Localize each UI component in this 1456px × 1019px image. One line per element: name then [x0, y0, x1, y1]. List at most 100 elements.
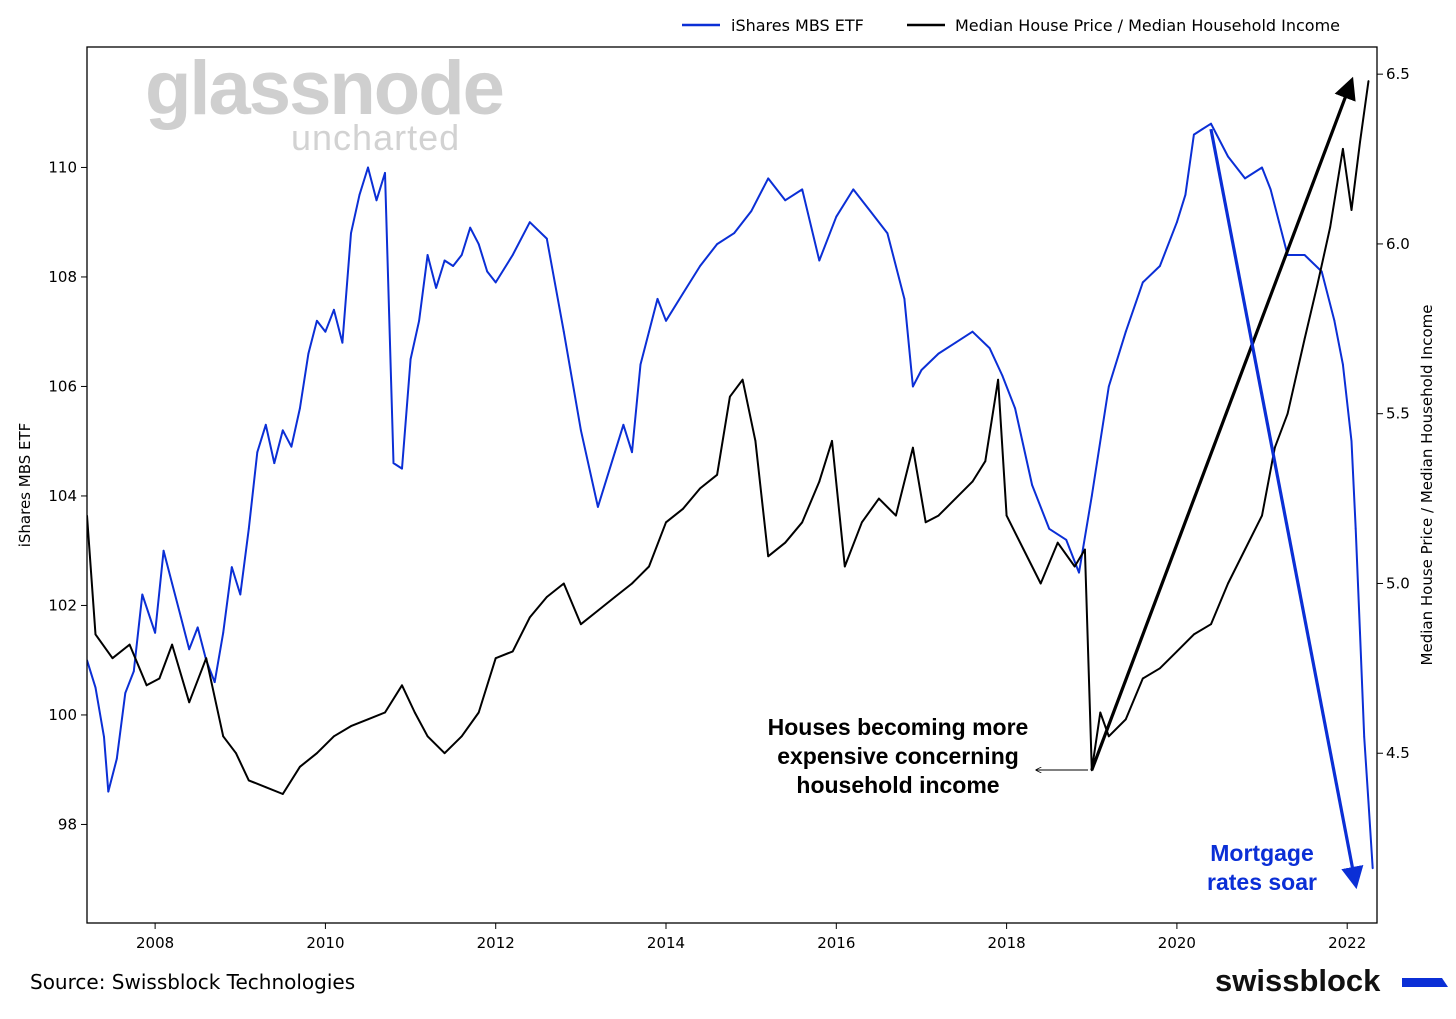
y-left-tick-label: 104	[48, 487, 77, 505]
x-tick-label: 2014	[647, 934, 685, 952]
point-price-income-ratio	[1244, 548, 1246, 551]
point-price-income-ratio	[614, 596, 616, 598]
point-mbs-etf	[384, 172, 386, 174]
y-left-tick-label: 100	[48, 706, 77, 724]
watermark-sub: uncharted	[291, 117, 460, 158]
annotation-houses-line-2: expensive concerning	[777, 743, 1019, 769]
y-right-tick-label: 6.5	[1386, 65, 1410, 83]
point-mbs-etf	[1210, 122, 1212, 125]
point-mbs-etf	[392, 462, 395, 464]
point-price-income-ratio	[954, 497, 957, 500]
point-mbs-etf	[154, 631, 157, 634]
point-price-income-ratio	[878, 497, 880, 500]
trend-arrow-ratio	[1090, 76, 1356, 771]
point-mbs-etf	[562, 330, 565, 333]
point-price-income-ratio	[1159, 667, 1161, 670]
point-mbs-etf	[401, 467, 403, 470]
annotation-houses: Houses becoming more expensive concernin…	[768, 714, 1088, 798]
point-price-income-ratio	[631, 582, 633, 585]
point-price-income-ratio	[247, 779, 250, 782]
point-mbs-etf	[264, 423, 267, 426]
point-price-income-ratio	[801, 521, 804, 524]
point-price-income-ratio	[1107, 735, 1110, 738]
point-mbs-etf	[281, 429, 284, 432]
point-mbs-etf	[716, 243, 718, 246]
point-mbs-etf	[614, 451, 616, 454]
y-right-tick-label: 6.0	[1386, 235, 1410, 253]
point-price-income-ratio	[188, 701, 191, 704]
point-mbs-etf	[115, 757, 118, 760]
point-mbs-etf	[1124, 330, 1127, 333]
point-mbs-etf	[1193, 133, 1195, 136]
point-mbs-etf	[1184, 193, 1187, 196]
x-tick-label: 2022	[1328, 934, 1366, 952]
point-price-income-ratio	[145, 684, 148, 687]
point-price-income-ratio	[299, 765, 301, 768]
point-mbs-etf	[699, 265, 701, 267]
point-mbs-etf	[239, 593, 242, 596]
y-left-tick-label: 106	[48, 377, 77, 395]
point-mbs-etf	[256, 451, 259, 454]
point-price-income-ratio	[1329, 226, 1332, 228]
point-price-income-ratio	[222, 735, 225, 738]
point-price-income-ratio	[699, 487, 701, 490]
point-price-income-ratio	[997, 378, 999, 381]
y-left-tick-label: 110	[48, 158, 77, 176]
point-mbs-etf	[903, 298, 906, 300]
point-mbs-etf	[1001, 374, 1004, 377]
point-mbs-etf	[1359, 631, 1361, 634]
point-mbs-etf	[247, 527, 250, 530]
point-mbs-etf	[818, 259, 821, 262]
point-mbs-etf	[162, 549, 165, 552]
point-price-income-ratio	[1141, 677, 1144, 680]
x-tick-label: 2008	[136, 934, 174, 952]
point-price-income-ratio	[1227, 582, 1229, 585]
point-mbs-etf	[801, 188, 804, 191]
point-price-income-ratio	[128, 643, 131, 646]
point-price-income-ratio	[1273, 446, 1276, 449]
point-price-income-ratio	[413, 711, 416, 714]
plot-frame	[86, 46, 1378, 924]
point-mbs-etf	[1367, 801, 1370, 804]
point-price-income-ratio	[682, 507, 684, 510]
point-mbs-etf	[1333, 319, 1336, 322]
point-mbs-etf	[409, 358, 412, 360]
point-mbs-etf	[222, 631, 225, 634]
point-price-income-ratio	[716, 473, 718, 476]
point-price-income-ratio	[1124, 718, 1127, 721]
point-price-income-ratio	[205, 657, 208, 660]
point-mbs-etf	[299, 407, 301, 410]
point-price-income-ratio	[235, 752, 237, 755]
point-price-income-ratio	[494, 657, 497, 660]
point-price-income-ratio	[367, 718, 369, 721]
point-mbs-etf	[324, 330, 327, 333]
point-mbs-etf	[1244, 177, 1246, 180]
point-mbs-etf	[435, 287, 437, 289]
point-price-income-ratio	[665, 521, 667, 524]
point-mbs-etf	[1342, 363, 1344, 366]
point-price-income-ratio	[843, 565, 846, 568]
point-price-income-ratio	[158, 677, 161, 680]
point-price-income-ratio	[562, 582, 565, 585]
x-tick-label: 2020	[1158, 934, 1196, 952]
point-mbs-etf	[107, 790, 110, 793]
point-mbs-etf	[358, 193, 361, 196]
point-price-income-ratio	[741, 378, 744, 381]
point-mbs-etf	[213, 681, 216, 683]
point-mbs-etf	[1227, 155, 1229, 158]
point-mbs-etf	[920, 369, 923, 371]
point-price-income-ratio	[831, 440, 833, 442]
point-price-income-ratio	[333, 735, 335, 738]
x-tick-label: 2012	[477, 934, 515, 952]
legend: iShares MBS ETF Median House Price / Med…	[682, 16, 1340, 35]
point-mbs-etf	[1354, 527, 1357, 530]
point-mbs-etf	[469, 226, 472, 229]
point-mbs-etf	[869, 210, 872, 213]
point-mbs-etf	[656, 298, 659, 300]
y-left-tick-label: 108	[48, 268, 77, 286]
point-price-income-ratio	[384, 711, 386, 714]
x-tick-label: 2010	[306, 934, 344, 952]
point-mbs-etf	[1048, 527, 1051, 530]
point-mbs-etf	[477, 243, 480, 246]
